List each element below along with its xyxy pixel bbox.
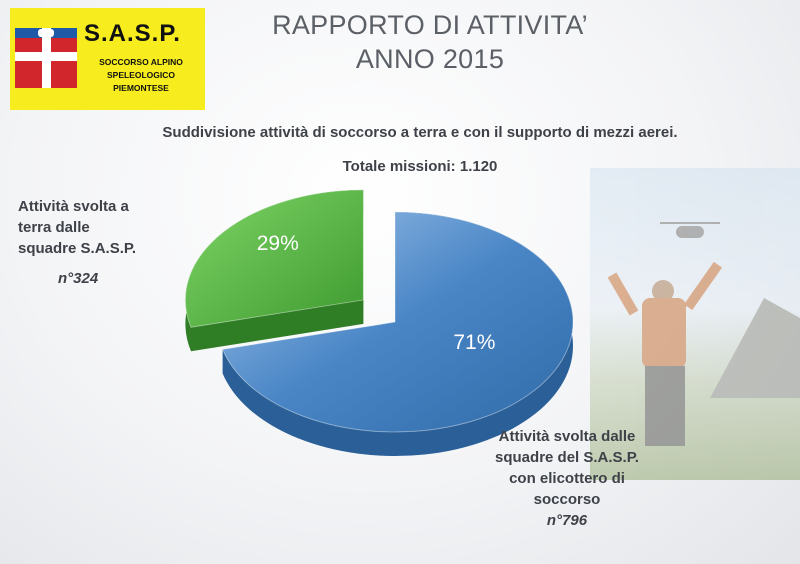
ground-activity-label: Attività svolta a terra dalle squadre S.A.…	[18, 196, 178, 289]
page-title: RAPPORTO DI ATTIVITA’ ANNO 2015	[250, 8, 610, 76]
ground-label-line-3: squadre S.A.S.P.	[18, 240, 137, 257]
chart-subtitle: Suddivisione attività di soccorso a terr…	[162, 124, 678, 141]
heli-label-line-1: Attività svolta dalle	[498, 428, 636, 445]
heli-activity-count: n°796	[546, 512, 588, 529]
heli-activity-label: Attività svolta dalle squadre del S.A.S.P…	[472, 426, 662, 531]
pie-slice-2	[221, 211, 574, 433]
logo-name: S.A.S.P.	[84, 20, 181, 47]
pie-edge-1	[190, 299, 364, 352]
ground-activity-count: n°324	[58, 270, 99, 287]
ground-label-line-1: Attività svolta a	[18, 198, 129, 215]
heli-label-line-2: squadre del S.A.S.P.	[495, 449, 639, 466]
title-line-1: RAPPORTO DI ATTIVITA’	[272, 10, 588, 40]
heli-label-line-4: soccorso	[533, 491, 601, 508]
logo-subtitle: SOCCORSO ALPINO SPELEOLOGICO PIEMONTESE	[99, 57, 183, 93]
sasp-logo: S.A.S.P. SOCCORSO ALPINO SPELEOLOGICO PI…	[10, 8, 205, 110]
pie-slice-1	[184, 189, 364, 328]
rescuer-helicopter-photo	[590, 168, 800, 480]
pie-pct-label-2: 71%	[453, 331, 495, 354]
pie-pct-label-1: 29%	[257, 232, 299, 255]
ground-label-line-2: terra dalle	[18, 219, 90, 236]
total-missions: Totale missioni: 1.120	[342, 158, 498, 175]
title-line-2: ANNO 2015	[355, 44, 505, 74]
heli-label-line-3: con elicottero di	[509, 470, 625, 487]
piemonte-shield-icon	[15, 28, 77, 88]
